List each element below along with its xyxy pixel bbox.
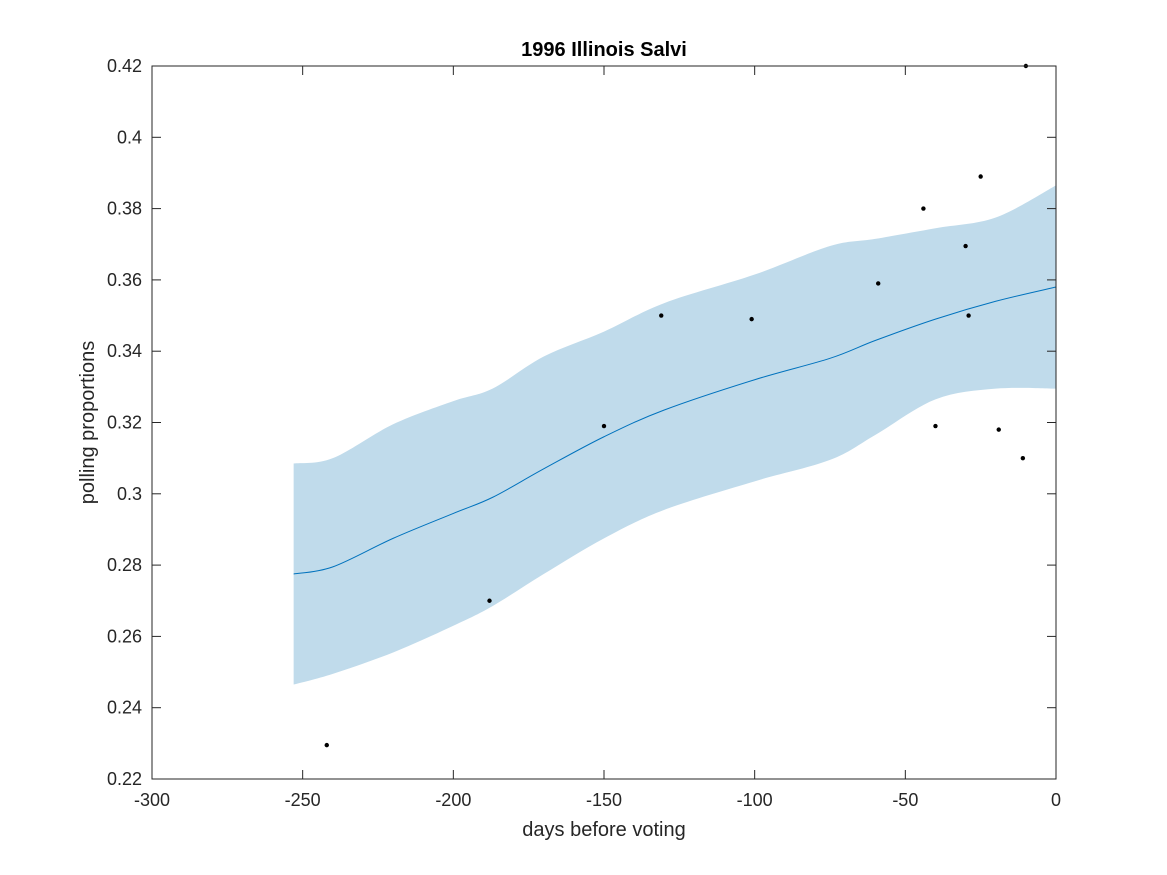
- poll-point: [933, 423, 938, 429]
- y-tick-label: 0.22: [107, 769, 142, 789]
- x-axis-title: days before voting: [522, 819, 685, 841]
- y-tick-label: 0.3: [117, 484, 142, 504]
- y-tick-label: 0.36: [107, 270, 142, 290]
- poll-point: [487, 598, 492, 603]
- y-tick-label: 0.26: [107, 626, 142, 646]
- y-tick-label: 0.38: [107, 199, 142, 219]
- poll-point: [659, 313, 664, 318]
- y-tick-label: 0.42: [107, 56, 142, 76]
- poll-point: [966, 313, 971, 318]
- y-tick-label: 0.4: [117, 127, 142, 147]
- mean-line: [293, 286, 1057, 575]
- y-tick-label: 0.34: [107, 341, 142, 361]
- poll-point: [601, 423, 607, 429]
- poll-point: [996, 427, 1001, 432]
- x-tick-label: -100: [737, 790, 773, 810]
- poll-point: [963, 243, 968, 249]
- x-tick-label: -150: [586, 790, 622, 810]
- x-tick-label: -200: [435, 790, 471, 810]
- y-tick-label: 0.24: [107, 698, 142, 718]
- confidence-band-layer: [293, 185, 1056, 685]
- poll-point: [324, 742, 329, 748]
- poll-point: [1020, 455, 1026, 461]
- y-tick-label: 0.28: [107, 555, 142, 575]
- poll-point: [978, 174, 983, 179]
- poll-point: [876, 281, 881, 286]
- x-tick-label: -300: [134, 790, 170, 810]
- x-tick-label: -250: [285, 790, 321, 810]
- confidence-band: [293, 185, 1056, 685]
- poll-point: [921, 206, 926, 211]
- chart-title: 1996 Illinois Salvi: [521, 39, 687, 61]
- x-tick-label: -50: [892, 790, 918, 810]
- axis-ticks-layer: -300 -250 -200 -150 -100 -50 0 0.22 0.24 0.26 0.28…: [107, 56, 1061, 810]
- poll-point: [749, 316, 754, 322]
- x-tick-label: 0: [1051, 790, 1061, 810]
- mean-line-layer: [293, 286, 1057, 575]
- y-axis-title: polling proportions: [77, 341, 99, 504]
- y-tick-label: 0.32: [107, 413, 142, 433]
